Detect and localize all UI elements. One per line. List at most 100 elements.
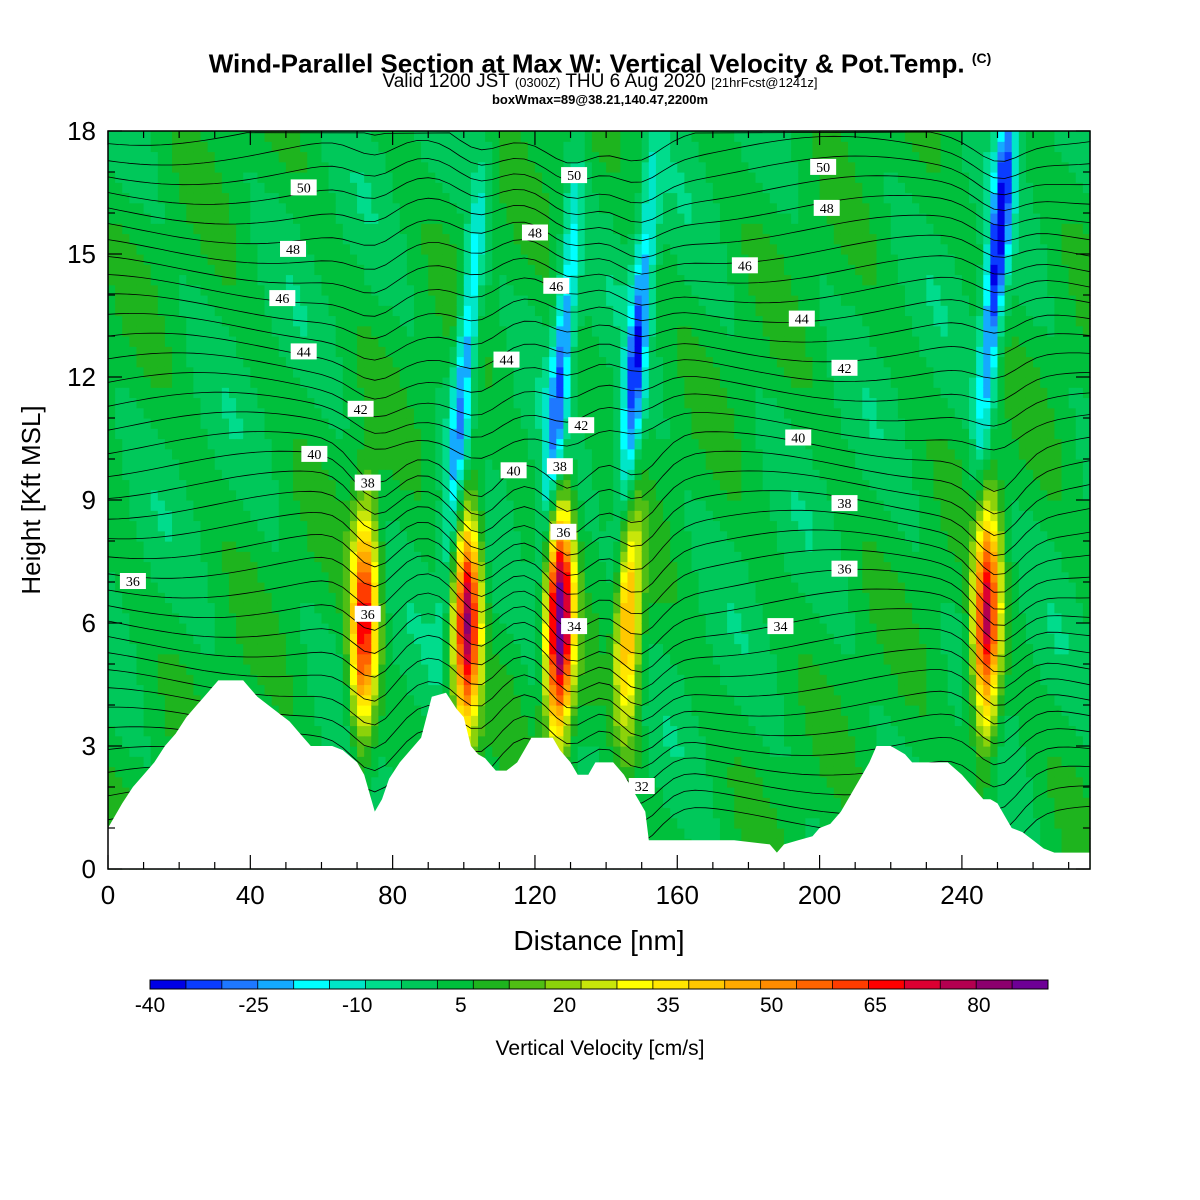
velocity-cell xyxy=(150,397,159,409)
velocity-cell xyxy=(371,653,380,665)
velocity-cell xyxy=(293,377,301,388)
velocity-cell xyxy=(591,684,600,696)
velocity-cell xyxy=(364,705,372,716)
velocity-cell xyxy=(492,602,500,614)
velocity-cell xyxy=(200,448,209,460)
velocity-cell xyxy=(506,243,515,255)
velocity-cell xyxy=(449,530,458,542)
velocity-cell xyxy=(108,202,116,214)
velocity-cell xyxy=(442,397,451,409)
velocity-cell xyxy=(413,735,422,747)
velocity-cell xyxy=(470,653,479,665)
velocity-cell xyxy=(285,213,294,224)
velocity-cell xyxy=(108,715,116,727)
velocity-cell xyxy=(136,172,145,183)
velocity-cell xyxy=(463,592,472,604)
velocity-cell xyxy=(542,674,550,686)
velocity-cell xyxy=(357,561,365,573)
velocity-cell xyxy=(506,746,515,757)
velocity-cell xyxy=(257,305,266,317)
velocity-cell xyxy=(115,141,123,153)
velocity-cell xyxy=(406,479,415,491)
velocity-cell xyxy=(257,366,266,378)
velocity-cell xyxy=(349,530,358,542)
velocity-cell xyxy=(335,510,344,522)
velocity-cell xyxy=(129,725,138,737)
velocity-cell xyxy=(442,674,451,686)
velocity-cell xyxy=(115,254,123,265)
velocity-cell xyxy=(179,151,187,163)
velocity-cell xyxy=(115,448,123,460)
velocity-cell xyxy=(499,725,508,737)
velocity-cell xyxy=(221,459,230,470)
velocity-cell xyxy=(250,264,259,276)
velocity-cell xyxy=(478,592,486,604)
velocity-cell xyxy=(527,418,536,429)
velocity-cell xyxy=(549,428,557,440)
velocity-cell xyxy=(172,141,180,153)
velocity-cell xyxy=(207,653,216,665)
velocity-cell xyxy=(470,705,479,716)
velocity-cell xyxy=(349,571,358,583)
velocity-cell xyxy=(129,377,138,388)
velocity-cell xyxy=(485,530,493,542)
velocity-cell xyxy=(364,530,372,542)
velocity-cell xyxy=(214,243,223,255)
velocity-cell xyxy=(449,612,458,624)
velocity-cell xyxy=(122,264,130,276)
velocity-cell xyxy=(228,612,237,624)
velocity-cell xyxy=(157,715,166,727)
velocity-cell xyxy=(314,715,323,727)
velocity-cell xyxy=(300,479,308,491)
velocity-cell xyxy=(143,459,152,470)
velocity-cell xyxy=(172,633,180,645)
velocity-cell xyxy=(421,315,429,327)
velocity-cell xyxy=(108,612,116,624)
velocity-cell xyxy=(285,182,294,194)
velocity-cell xyxy=(129,612,138,624)
velocity-cell xyxy=(164,694,173,706)
velocity-cell xyxy=(221,643,230,655)
velocity-cell xyxy=(122,213,130,224)
velocity-cell xyxy=(392,459,401,470)
velocity-cell xyxy=(122,694,130,706)
velocity-cell xyxy=(556,223,565,235)
velocity-cell xyxy=(108,407,116,419)
velocity-cell xyxy=(236,377,244,388)
velocity-cell xyxy=(207,233,216,245)
velocity-cell xyxy=(463,541,472,552)
velocity-cell xyxy=(257,623,266,634)
velocity-cell xyxy=(214,510,223,522)
velocity-cell xyxy=(349,623,358,634)
velocity-cell xyxy=(357,664,365,675)
velocity-cell xyxy=(143,500,152,511)
velocity-cell xyxy=(470,397,479,409)
velocity-cell xyxy=(371,438,380,450)
velocity-cell xyxy=(478,387,486,399)
velocity-cell xyxy=(115,643,123,655)
velocity-cell xyxy=(406,336,415,347)
velocity-cell xyxy=(349,418,358,429)
velocity-cell xyxy=(179,520,187,532)
velocity-cell xyxy=(157,141,166,153)
velocity-cell xyxy=(221,264,230,276)
velocity-cell xyxy=(470,202,479,214)
velocity-cell xyxy=(200,223,209,235)
velocity-cell xyxy=(577,284,586,296)
velocity-cell xyxy=(421,356,429,368)
velocity-cell xyxy=(371,213,380,224)
velocity-cell xyxy=(250,602,259,614)
velocity-cell xyxy=(271,366,280,378)
velocity-cell xyxy=(485,489,493,501)
velocity-cell xyxy=(221,530,230,542)
velocity-cell xyxy=(463,561,472,573)
velocity-cell xyxy=(136,633,145,645)
velocity-cell xyxy=(435,161,444,173)
velocity-cell xyxy=(421,612,429,624)
velocity-cell xyxy=(520,202,529,214)
velocity-cell xyxy=(157,674,166,686)
velocity-cell xyxy=(456,141,465,153)
velocity-cell xyxy=(321,172,330,183)
velocity-cell xyxy=(328,377,337,388)
velocity-cell xyxy=(527,131,536,142)
